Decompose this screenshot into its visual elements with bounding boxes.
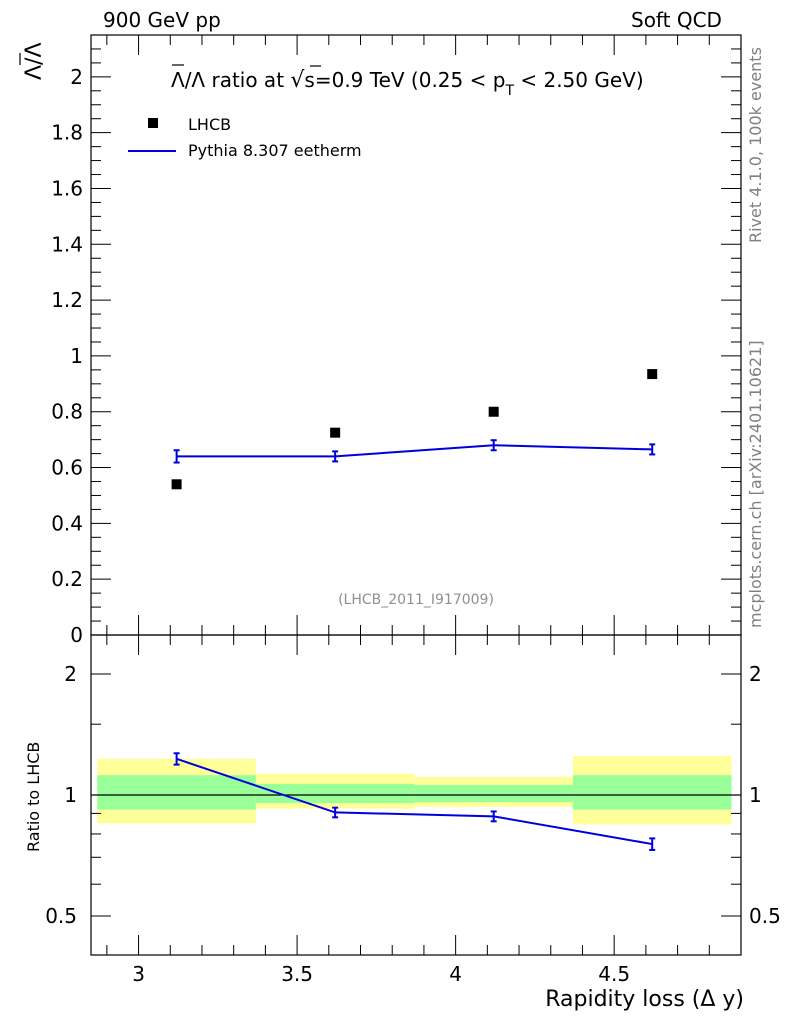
ratio-y-tick-label: 1 xyxy=(64,783,77,807)
main-y-tick-label: 0 xyxy=(70,623,83,647)
analysis-watermark: (LHCB_2011_I917009) xyxy=(338,592,494,608)
legend-data-marker xyxy=(148,118,158,128)
main-plot-series xyxy=(171,369,658,490)
ratio-plot-series xyxy=(173,752,656,851)
process-label: Soft QCD xyxy=(631,8,722,32)
axes-ticks: 0 0.2 0.4 0.6 0.8 1 1.2 1.4 1.6 1.8 2 3 3.5 4 4.5 0.5 0.… xyxy=(45,34,781,986)
main-y-tick-label: 0.6 xyxy=(51,456,83,480)
legend-mc-label: Pythia 8.307 eetherm xyxy=(188,141,362,160)
main-y-tick-label: 1.6 xyxy=(51,176,83,200)
data-point xyxy=(488,406,499,417)
main-y-axis-label: Λ/Λ xyxy=(22,42,47,80)
ratio-mc-line xyxy=(176,757,653,846)
main-y-tick-label: 1.4 xyxy=(51,232,83,256)
data-point xyxy=(171,479,182,490)
legend: LHCB Pythia 8.307 eetherm xyxy=(128,115,362,160)
ratio-y-tick-label: 2 xyxy=(64,662,77,686)
main-y-tick-label: 2 xyxy=(70,65,83,89)
x-tick-label: 4.5 xyxy=(598,962,630,986)
x-tick-label: 3 xyxy=(132,962,145,986)
mc-line xyxy=(176,444,653,458)
green-band xyxy=(414,784,573,803)
main-y-tick-label: 0.8 xyxy=(51,400,83,424)
green-band xyxy=(572,775,732,810)
main-y-tick-label: 1.2 xyxy=(51,288,83,312)
ratio-y-tick-label: 0.5 xyxy=(45,904,77,928)
main-y-tick-label: 0.2 xyxy=(51,567,83,591)
x-axis-label: Rapidity loss (Δ y) xyxy=(545,987,744,1012)
main-y-tick-label: 1.8 xyxy=(51,121,83,145)
ratio-y-tick-label-right: 1 xyxy=(749,783,762,807)
ratio-y-tick-label-right: 2 xyxy=(749,662,762,686)
energy-label: 900 GeV pp xyxy=(103,8,221,32)
main-y-tick-label: 1 xyxy=(70,344,83,368)
ratio-y-axis-label: Ratio to LHCB xyxy=(24,742,43,852)
data-point xyxy=(330,427,341,438)
main-y-tick-label: 0.4 xyxy=(51,511,83,535)
x-tick-label: 4 xyxy=(449,962,462,986)
plot-title: Λ/Λ ratio at √s=0.9 TeV (0.25 < pT < 2.5… xyxy=(171,68,644,99)
green-band xyxy=(97,775,256,810)
legend-data-label: LHCB xyxy=(188,115,231,134)
x-tick-label: 3.5 xyxy=(281,962,313,986)
title-lambda-bar: Λ xyxy=(171,68,185,92)
ratio-y-tick-label-right: 0.5 xyxy=(749,904,781,928)
ratio-uncertainty-bands xyxy=(91,756,741,825)
data-point xyxy=(647,369,658,380)
